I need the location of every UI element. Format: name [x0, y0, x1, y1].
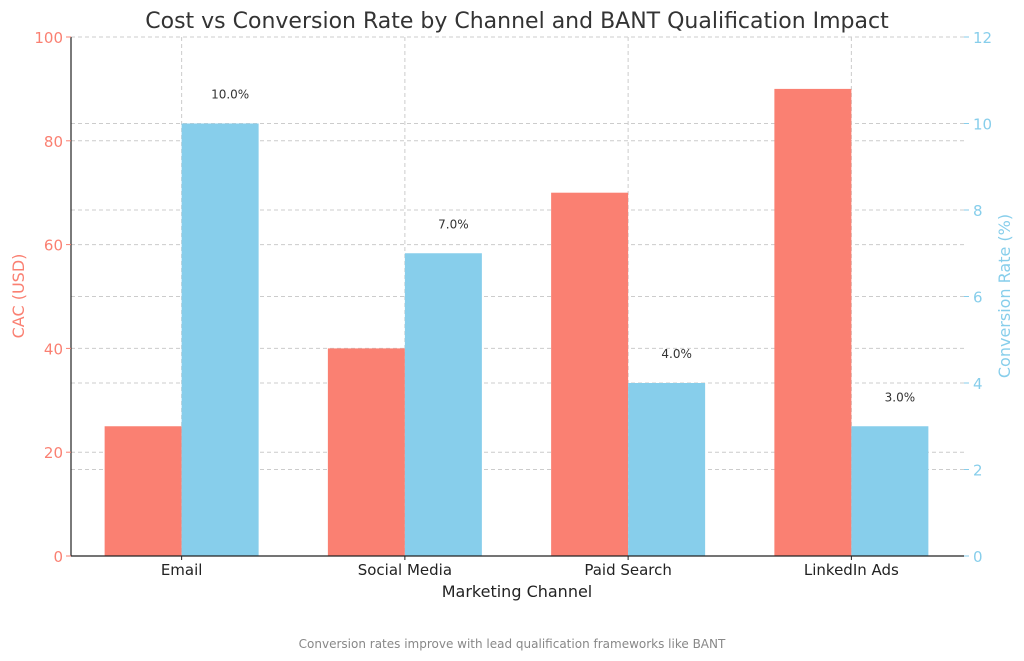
x-tick-label: LinkedIn Ads: [804, 561, 899, 579]
y-left-tick-label: 100: [34, 29, 63, 47]
y-axis-right-title: Conversion Rate (%): [995, 214, 1014, 378]
chart-title: Cost vs Conversion Rate by Channel and B…: [145, 9, 889, 34]
y-right-tick-label: 0: [973, 548, 983, 566]
x-tick-label: Social Media: [358, 561, 452, 579]
bar-conversion-rate: [181, 123, 259, 556]
data-label: 3.0%: [885, 390, 916, 404]
axes: [66, 36, 969, 560]
y-left-tick-label: 80: [44, 133, 63, 151]
bar-conversion-rate: [851, 426, 929, 556]
bar-conversion-rate: [628, 383, 706, 556]
bars: [104, 88, 929, 557]
bar-cac: [774, 88, 852, 557]
data-label: 10.0%: [211, 88, 249, 102]
y-right-tick-label: 12: [973, 29, 992, 47]
x-axis-title: Marketing Channel: [442, 582, 593, 601]
y-right-tick-label: 10: [973, 116, 992, 134]
data-label: 4.0%: [661, 347, 692, 361]
x-tick-label: Paid Search: [584, 561, 672, 579]
x-tick-label: Email: [161, 561, 203, 579]
y-left-tick-label: 20: [44, 444, 63, 462]
y-right-tick-label: 2: [973, 462, 983, 480]
y-left-tick-label: 0: [53, 548, 63, 566]
bar-conversion-rate: [404, 253, 482, 556]
y-right-tick-label: 8: [973, 202, 983, 220]
y-left-tick-label: 40: [44, 340, 63, 358]
bar-cac: [327, 348, 405, 556]
y-left-tick-label: 60: [44, 237, 63, 255]
bar-cac: [551, 192, 629, 556]
labels: 10.0% Email 7.0% Social Media 4.0% Paid Searc…: [34, 29, 992, 579]
y-right-tick-label: 4: [973, 375, 983, 393]
y-axis-left-title: CAC (USD): [9, 254, 28, 339]
chart-caption: Conversion rates improve with lead quali…: [299, 637, 726, 651]
bar-cac: [104, 426, 182, 556]
data-label: 7.0%: [438, 217, 469, 231]
y-right-tick-label: 6: [973, 289, 983, 307]
